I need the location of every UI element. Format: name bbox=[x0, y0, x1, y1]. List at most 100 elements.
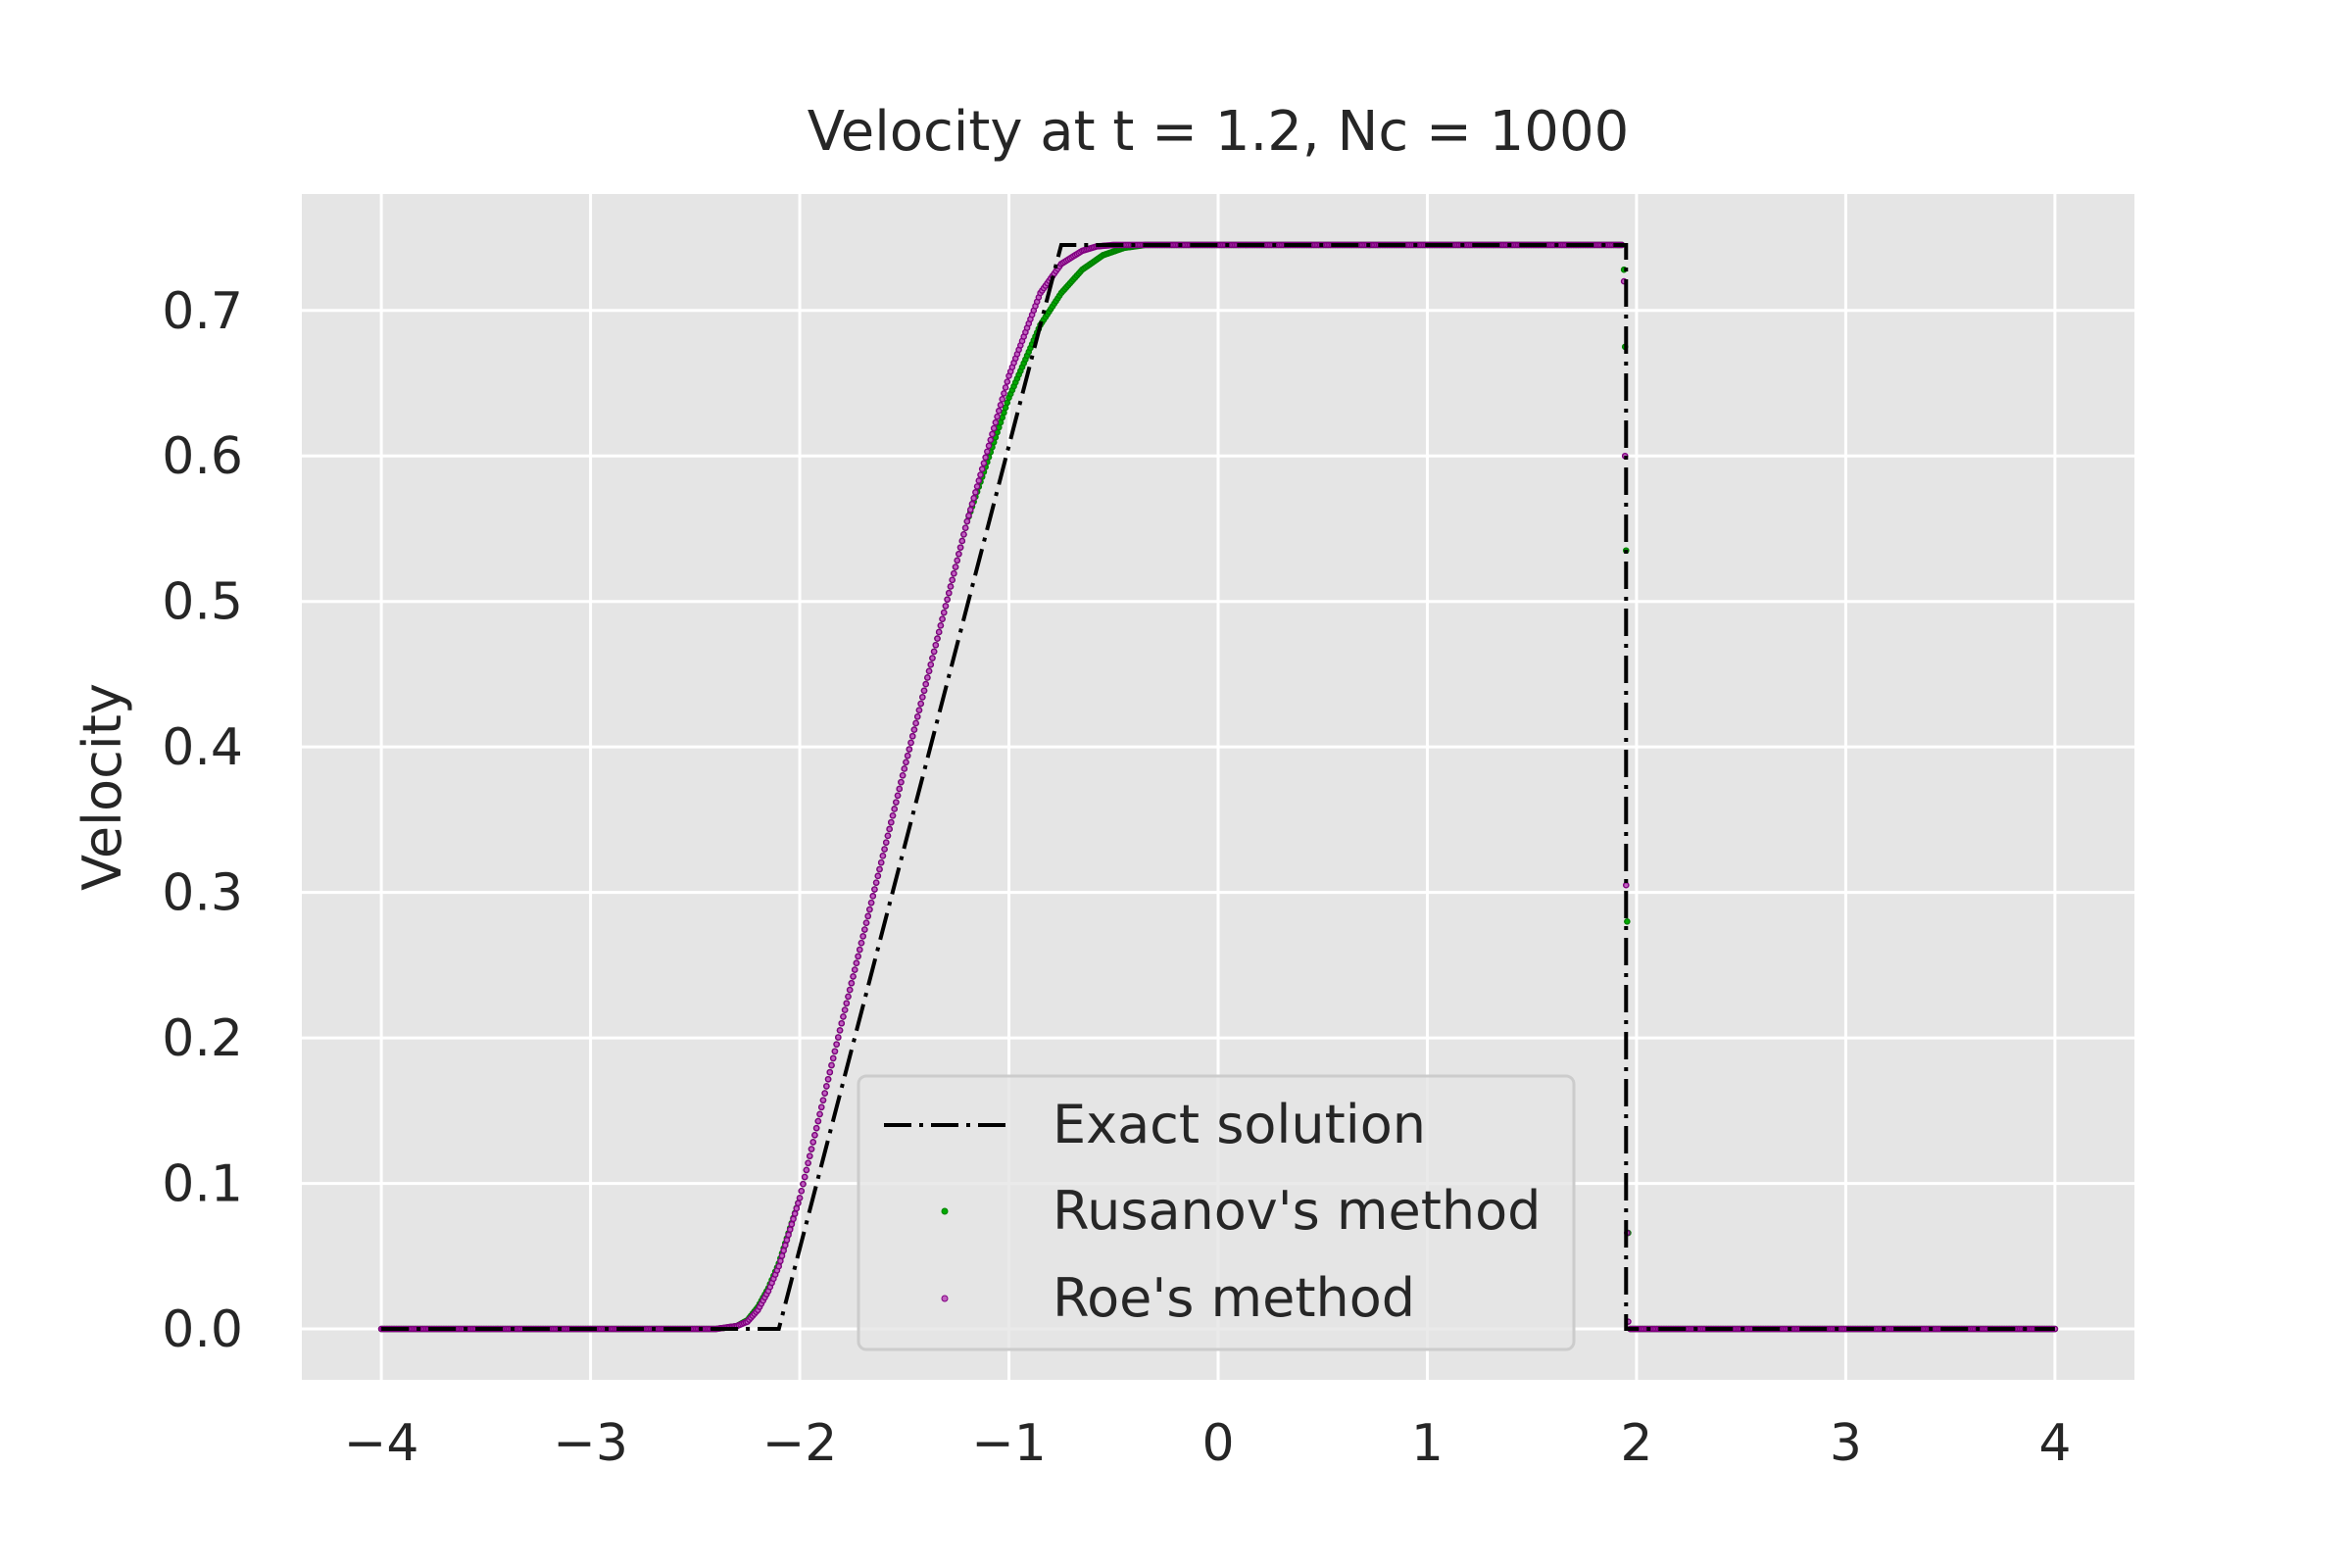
roe-dot bbox=[814, 1117, 822, 1125]
roe-dot bbox=[949, 576, 956, 584]
x-tick-label: −4 bbox=[344, 1414, 419, 1473]
roe-dot bbox=[963, 517, 971, 525]
roe-dot bbox=[995, 407, 1003, 415]
y-tick-label: 0.5 bbox=[162, 573, 243, 632]
roe-dot bbox=[994, 413, 1001, 420]
roe-dot bbox=[886, 825, 893, 833]
roe-dot bbox=[984, 448, 991, 456]
roe-dot bbox=[934, 635, 941, 642]
roe-dot bbox=[826, 1068, 834, 1076]
roe-dot bbox=[851, 966, 858, 973]
rusanov-dot bbox=[1624, 918, 1631, 925]
roe-dot bbox=[881, 846, 888, 853]
roe-dot bbox=[894, 792, 902, 800]
roe-dot bbox=[922, 680, 930, 688]
roe-dot bbox=[793, 1204, 801, 1212]
roe-dot bbox=[954, 557, 961, 564]
roe-dot bbox=[843, 1000, 851, 1007]
roe-dot bbox=[867, 899, 875, 906]
roe-dot bbox=[807, 1152, 813, 1159]
roe-dot bbox=[848, 979, 856, 987]
roe-dot bbox=[915, 707, 923, 713]
exact-solution-line bbox=[381, 242, 2055, 1332]
roe-dot bbox=[889, 812, 897, 819]
roe-dot bbox=[800, 1180, 807, 1188]
roe-dot bbox=[982, 454, 989, 462]
roe-dot bbox=[862, 919, 870, 926]
legend-rusanov-marker bbox=[941, 1207, 949, 1215]
roe-dot bbox=[972, 489, 979, 496]
roe-dot bbox=[999, 396, 1005, 403]
roe-dot bbox=[908, 732, 916, 740]
legend: Exact solution Rusanov's method Roe's me… bbox=[857, 1074, 1576, 1351]
roe-dot bbox=[841, 1006, 849, 1013]
roe-dot bbox=[912, 719, 919, 727]
roe-dot bbox=[945, 589, 953, 597]
roe-dot bbox=[924, 674, 931, 681]
roe-dot bbox=[812, 1124, 820, 1132]
roe-dot bbox=[803, 1166, 810, 1174]
roe-dot bbox=[874, 872, 882, 880]
x-tick-label: −2 bbox=[762, 1414, 838, 1473]
roe-dot bbox=[901, 765, 908, 772]
roe-dot bbox=[829, 1054, 837, 1062]
roe-dot bbox=[977, 471, 984, 478]
roe-dot bbox=[823, 1083, 830, 1090]
roe-dot bbox=[845, 993, 852, 1001]
roe-dot bbox=[817, 1103, 825, 1111]
chart-title: Velocity at t = 1.2, Nc = 1000 bbox=[808, 100, 1629, 164]
roe-dot bbox=[925, 667, 933, 675]
roe-dot bbox=[904, 752, 911, 760]
roe-dot bbox=[775, 1262, 783, 1270]
x-tick-label: −3 bbox=[553, 1414, 628, 1473]
roe-dot bbox=[980, 460, 988, 466]
roe-dot bbox=[956, 550, 962, 558]
roe-dot bbox=[944, 596, 951, 604]
roe-dot bbox=[788, 1220, 796, 1228]
roe-dot bbox=[778, 1252, 786, 1259]
roe-dot bbox=[1622, 881, 1630, 889]
roe-dot bbox=[898, 778, 905, 786]
roe-dot bbox=[791, 1210, 799, 1217]
roe-dot bbox=[798, 1187, 806, 1195]
roe-dot bbox=[833, 1041, 840, 1048]
roe-dot bbox=[987, 436, 995, 444]
roe-dot bbox=[930, 648, 938, 656]
roe-dot bbox=[866, 906, 873, 913]
roe-dot bbox=[811, 1131, 818, 1139]
roe-dot bbox=[808, 1146, 815, 1152]
roe-dot bbox=[937, 622, 945, 629]
roe-dot bbox=[819, 1097, 827, 1103]
y-tick-labels: 0.0 0.1 0.2 0.3 0.4 0.5 0.6 0.7 bbox=[162, 282, 243, 1359]
x-tick-labels: −4 −3 −2 −1 0 1 2 3 4 bbox=[344, 1414, 2072, 1473]
roe-dot bbox=[952, 564, 959, 570]
series-layer bbox=[377, 241, 2059, 1333]
roe-dot bbox=[846, 986, 854, 994]
roe-dot bbox=[1004, 378, 1011, 385]
roe-dot bbox=[913, 713, 921, 720]
roe-dot bbox=[882, 839, 890, 846]
roe-dot bbox=[835, 1034, 842, 1041]
roe-dot bbox=[824, 1075, 832, 1083]
roe-dot bbox=[932, 641, 940, 649]
x-tick-label: 2 bbox=[1620, 1414, 1652, 1473]
roe-dot bbox=[956, 544, 964, 551]
roe-dot bbox=[785, 1231, 792, 1239]
roe-dot bbox=[859, 933, 866, 940]
legend-box bbox=[857, 1074, 1576, 1351]
roe-dot bbox=[805, 1159, 811, 1167]
roe-dot bbox=[831, 1048, 839, 1055]
roe-dot bbox=[893, 799, 900, 806]
roe-dot bbox=[970, 494, 977, 502]
legend-roe-marker bbox=[941, 1295, 949, 1302]
roe-dot bbox=[961, 524, 969, 531]
y-tick-label: 0.2 bbox=[162, 1009, 243, 1068]
roe-dot bbox=[896, 785, 904, 793]
roe-dot bbox=[796, 1195, 804, 1201]
roe-dot bbox=[927, 661, 935, 668]
roe-dot bbox=[906, 746, 913, 753]
roe-dot bbox=[989, 430, 996, 438]
roe-dot bbox=[997, 401, 1004, 409]
y-tick-label: 0.4 bbox=[162, 718, 243, 777]
y-tick-label: 0.7 bbox=[162, 282, 243, 341]
